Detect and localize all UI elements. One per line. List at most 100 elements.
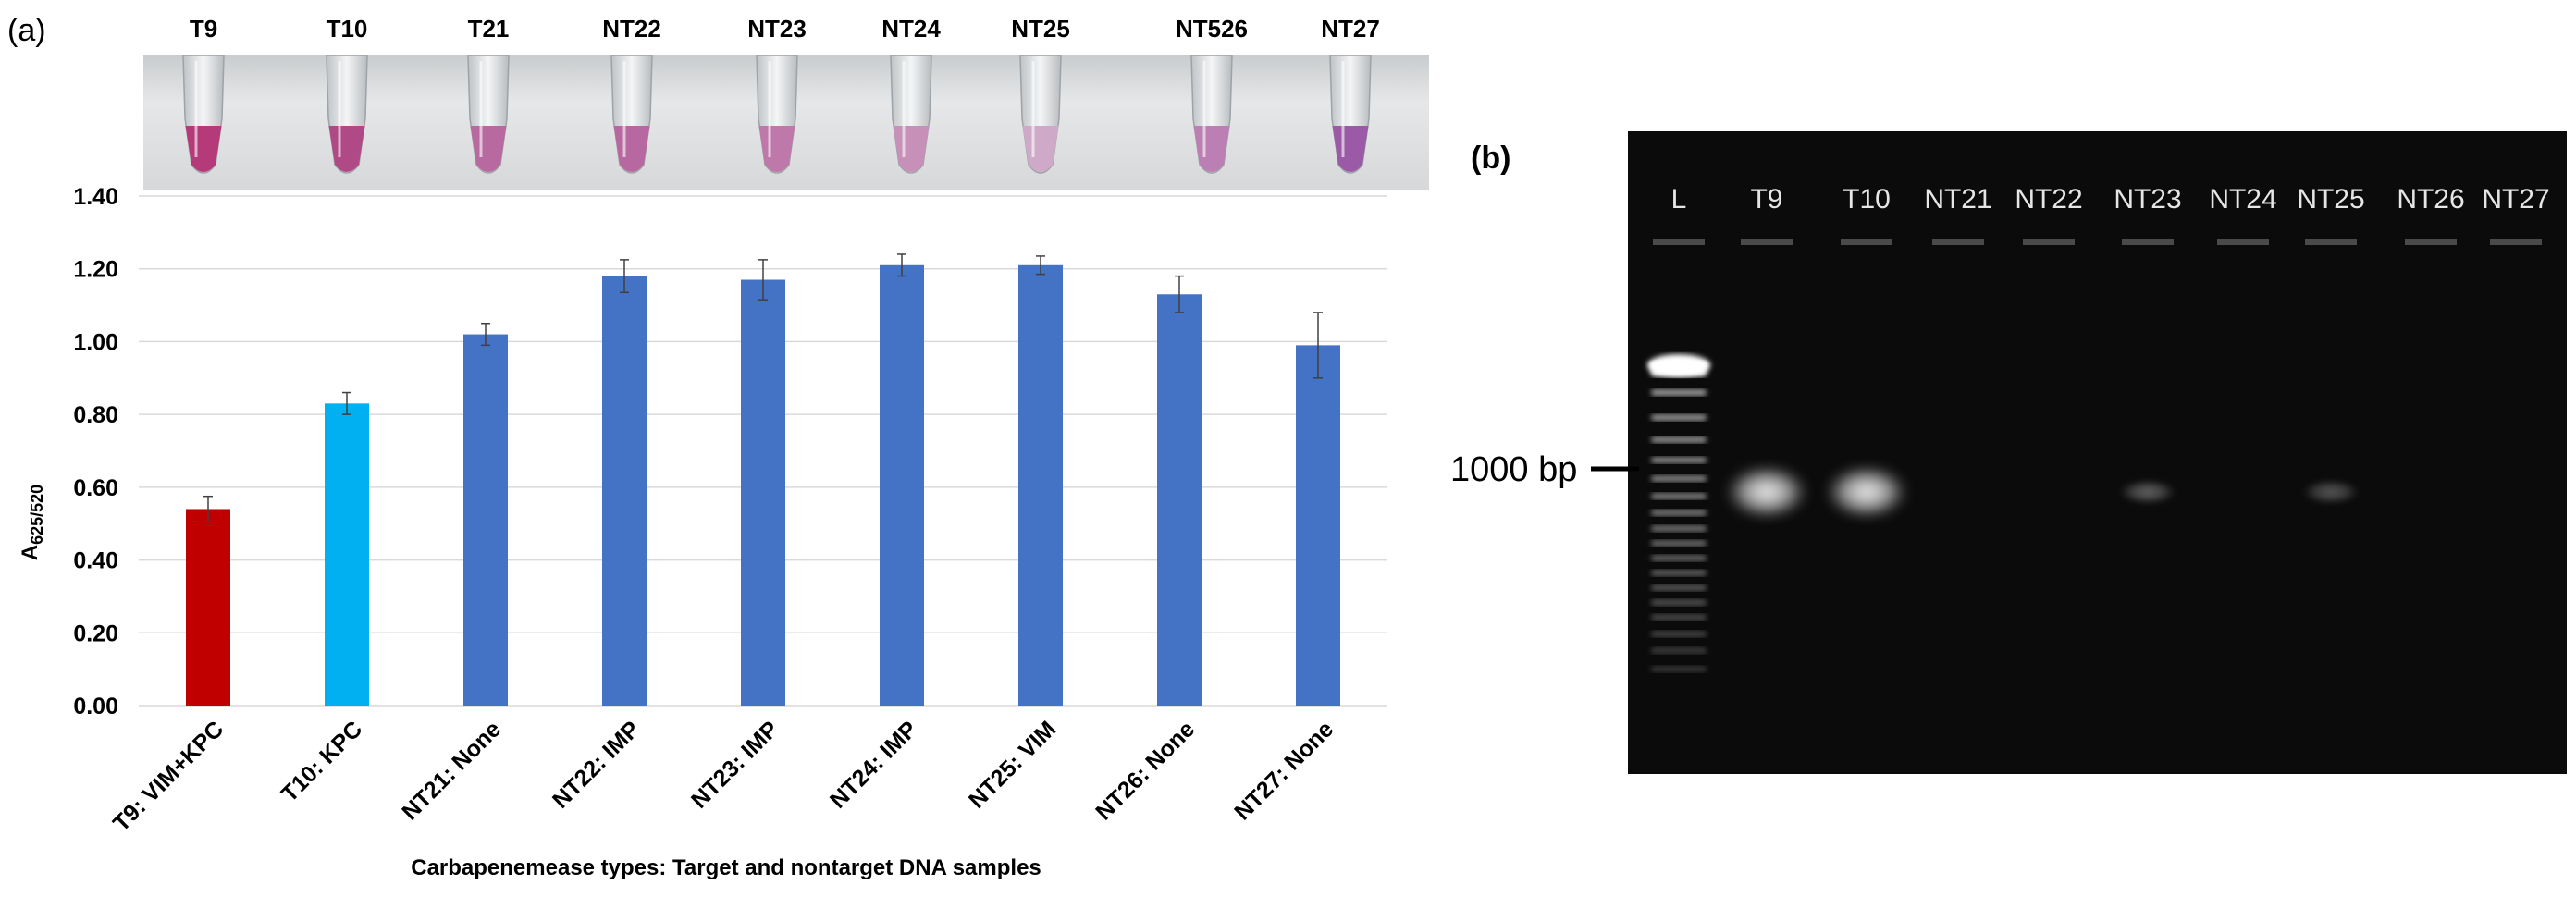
bar-3 [463, 334, 508, 706]
lane-labels: L T9 T10 NT21 NT22 NT23 NT24 NT25 NT26 NT27 [1671, 184, 2550, 215]
sample-band-2 [1724, 464, 1809, 520]
gel-well [1653, 239, 1705, 245]
x-tick-label: NT22: IMP [548, 716, 645, 813]
tube-6 [890, 55, 932, 174]
tube-7 [1019, 55, 1062, 174]
bar-2 [325, 403, 369, 706]
ladder-band [1651, 436, 1707, 443]
gel-background [1628, 131, 2567, 774]
x-axis-ticks: T9: VIM+KPC T10: KPC NT21: None NT22: IMP NT… [108, 716, 1338, 836]
gel-bands [1724, 464, 2360, 520]
tube-liquid [758, 126, 795, 172]
y-tick-label: 0.20 [73, 621, 118, 646]
ladder-band [1651, 599, 1707, 606]
tube-label: NT526 [1176, 15, 1248, 43]
tube-liquid [613, 126, 650, 172]
panel-b-label: (b) [1471, 141, 1511, 176]
y-axis-title: A625/520 [18, 485, 46, 560]
tube-liquid [1332, 126, 1369, 172]
lane-label: T9 [1750, 184, 1782, 215]
tube-label: NT25 [1011, 15, 1070, 43]
tube-liquid [1193, 126, 1230, 172]
lane-label: NT21 [1924, 184, 1991, 215]
ladder-band [1651, 493, 1707, 499]
ladder-band [1651, 414, 1707, 421]
y-tick-label: 1.20 [73, 257, 118, 283]
x-tick-label: NT23: IMP [686, 716, 783, 813]
ladder-band [1651, 525, 1707, 532]
tube-liquid [328, 126, 365, 172]
gel-image: L T9 T10 NT21 NT22 NT23 NT24 NT25 NT26 NT27 [1628, 131, 2567, 774]
panel-a-label: (a) [7, 13, 46, 48]
y-tick-label: 1.40 [73, 184, 118, 210]
tube-liquid [470, 126, 507, 172]
lane-label: NT25 [2297, 184, 2364, 215]
gel-well [1741, 239, 1793, 245]
y-axis-ticks: 0.00 0.20 0.40 0.60 0.80 1.00 1.20 1.40 [73, 184, 118, 719]
tube-5 [756, 55, 798, 174]
tube-liquid [1022, 126, 1059, 172]
tube-liquid [185, 126, 222, 172]
tube-label: T10 [327, 15, 368, 43]
bars [186, 264, 1340, 706]
gel-well [1841, 239, 1892, 245]
ladder-band [1651, 555, 1707, 561]
bar-6 [880, 264, 924, 706]
gel-well [2122, 239, 2174, 245]
ladder-band [1651, 475, 1707, 482]
ladder-band [1651, 631, 1707, 637]
lane-label: T10 [1843, 184, 1891, 215]
ladder-band [1651, 666, 1707, 672]
y-tick-label: 0.80 [73, 402, 118, 428]
x-tick-label: NT24: IMP [825, 716, 922, 813]
x-tick-label: NT25: VIM [964, 716, 1061, 813]
lane-label: NT27 [2482, 184, 2549, 215]
sample-band-3 [1824, 464, 1909, 520]
lane-label: NT24 [2209, 184, 2276, 215]
ladder-lane [1647, 354, 1710, 672]
marker-label: 1000 bp [1450, 450, 1577, 489]
gel-well [2217, 239, 2269, 245]
lane-label: NT22 [2015, 184, 2082, 215]
y-axis-title-main: A [18, 545, 43, 560]
bar-5 [741, 279, 785, 706]
tube-9 [1329, 55, 1372, 174]
gel-well [2490, 239, 2542, 245]
tube-1 [182, 55, 225, 174]
bar-chart: 0.00 0.20 0.40 0.60 0.80 1.00 1.20 1.40 T9: VIM… [18, 184, 1387, 880]
gel-wells [1653, 239, 2542, 245]
x-tick-label: T10: KPC [277, 716, 367, 806]
bar-1 [186, 509, 230, 706]
error-bars [203, 253, 1323, 522]
x-tick-label: T9: VIM+KPC [108, 716, 228, 836]
x-tick-label: NT26: None [1091, 716, 1200, 825]
tube-label: NT23 [747, 15, 807, 43]
tube-8 [1190, 55, 1233, 174]
tube-label: T21 [468, 15, 510, 43]
sample-band-8 [2301, 479, 2360, 505]
tube-photo [143, 55, 1429, 190]
ladder-band [1651, 510, 1707, 516]
ladder-band [1651, 540, 1707, 547]
ladder-band-bright [1647, 354, 1710, 376]
ladder-band [1651, 570, 1707, 576]
lane-label: L [1671, 184, 1687, 215]
tube-label: NT24 [881, 15, 941, 43]
gel-well [2305, 239, 2357, 245]
ladder-band [1651, 647, 1707, 654]
tube-3 [467, 55, 510, 174]
y-tick-label: 0.60 [73, 475, 118, 501]
y-tick-label: 1.00 [73, 329, 118, 355]
tube-2 [326, 55, 368, 174]
tube-4 [610, 55, 653, 174]
gel-well [2023, 239, 2075, 245]
ladder-band [1651, 389, 1707, 396]
tube-label: T9 [190, 15, 217, 43]
ladder-band [1651, 457, 1707, 463]
ladder-band [1651, 614, 1707, 621]
y-axis-title-subscript: 625/520 [28, 485, 46, 545]
lane-label: NT23 [2114, 184, 2181, 215]
ladder-band [1651, 584, 1707, 591]
tube-liquid [893, 126, 930, 172]
